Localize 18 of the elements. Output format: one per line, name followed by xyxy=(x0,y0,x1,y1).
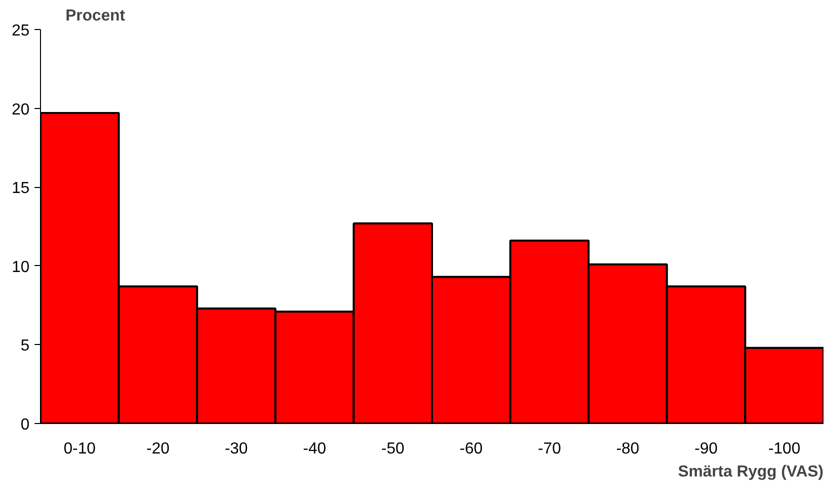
x-tick-label: -60 xyxy=(460,440,483,458)
y-tick-label: 20 xyxy=(12,101,30,118)
y-tick-label: 15 xyxy=(12,180,30,198)
y-axis-title: Procent xyxy=(66,8,126,24)
y-tick-label: 0 xyxy=(20,416,30,434)
y-tick-label: 5 xyxy=(20,338,30,355)
x-tick-label: -80 xyxy=(616,440,640,458)
x-tick-label: -90 xyxy=(694,440,718,458)
x-tick-label: -70 xyxy=(538,440,562,458)
x-tick-label: -20 xyxy=(146,440,170,458)
x-tick-label: -30 xyxy=(224,440,248,458)
x-tick-label: -40 xyxy=(302,440,326,458)
x-tick-label: -50 xyxy=(381,440,405,458)
x-tick-label: 0-10 xyxy=(64,440,96,458)
x-axis-title: Smärta Rygg (VAS) xyxy=(678,464,824,480)
y-tick-label: 10 xyxy=(12,258,30,276)
x-tick-label: -100 xyxy=(768,440,800,458)
y-tick-label: 25 xyxy=(12,22,30,40)
